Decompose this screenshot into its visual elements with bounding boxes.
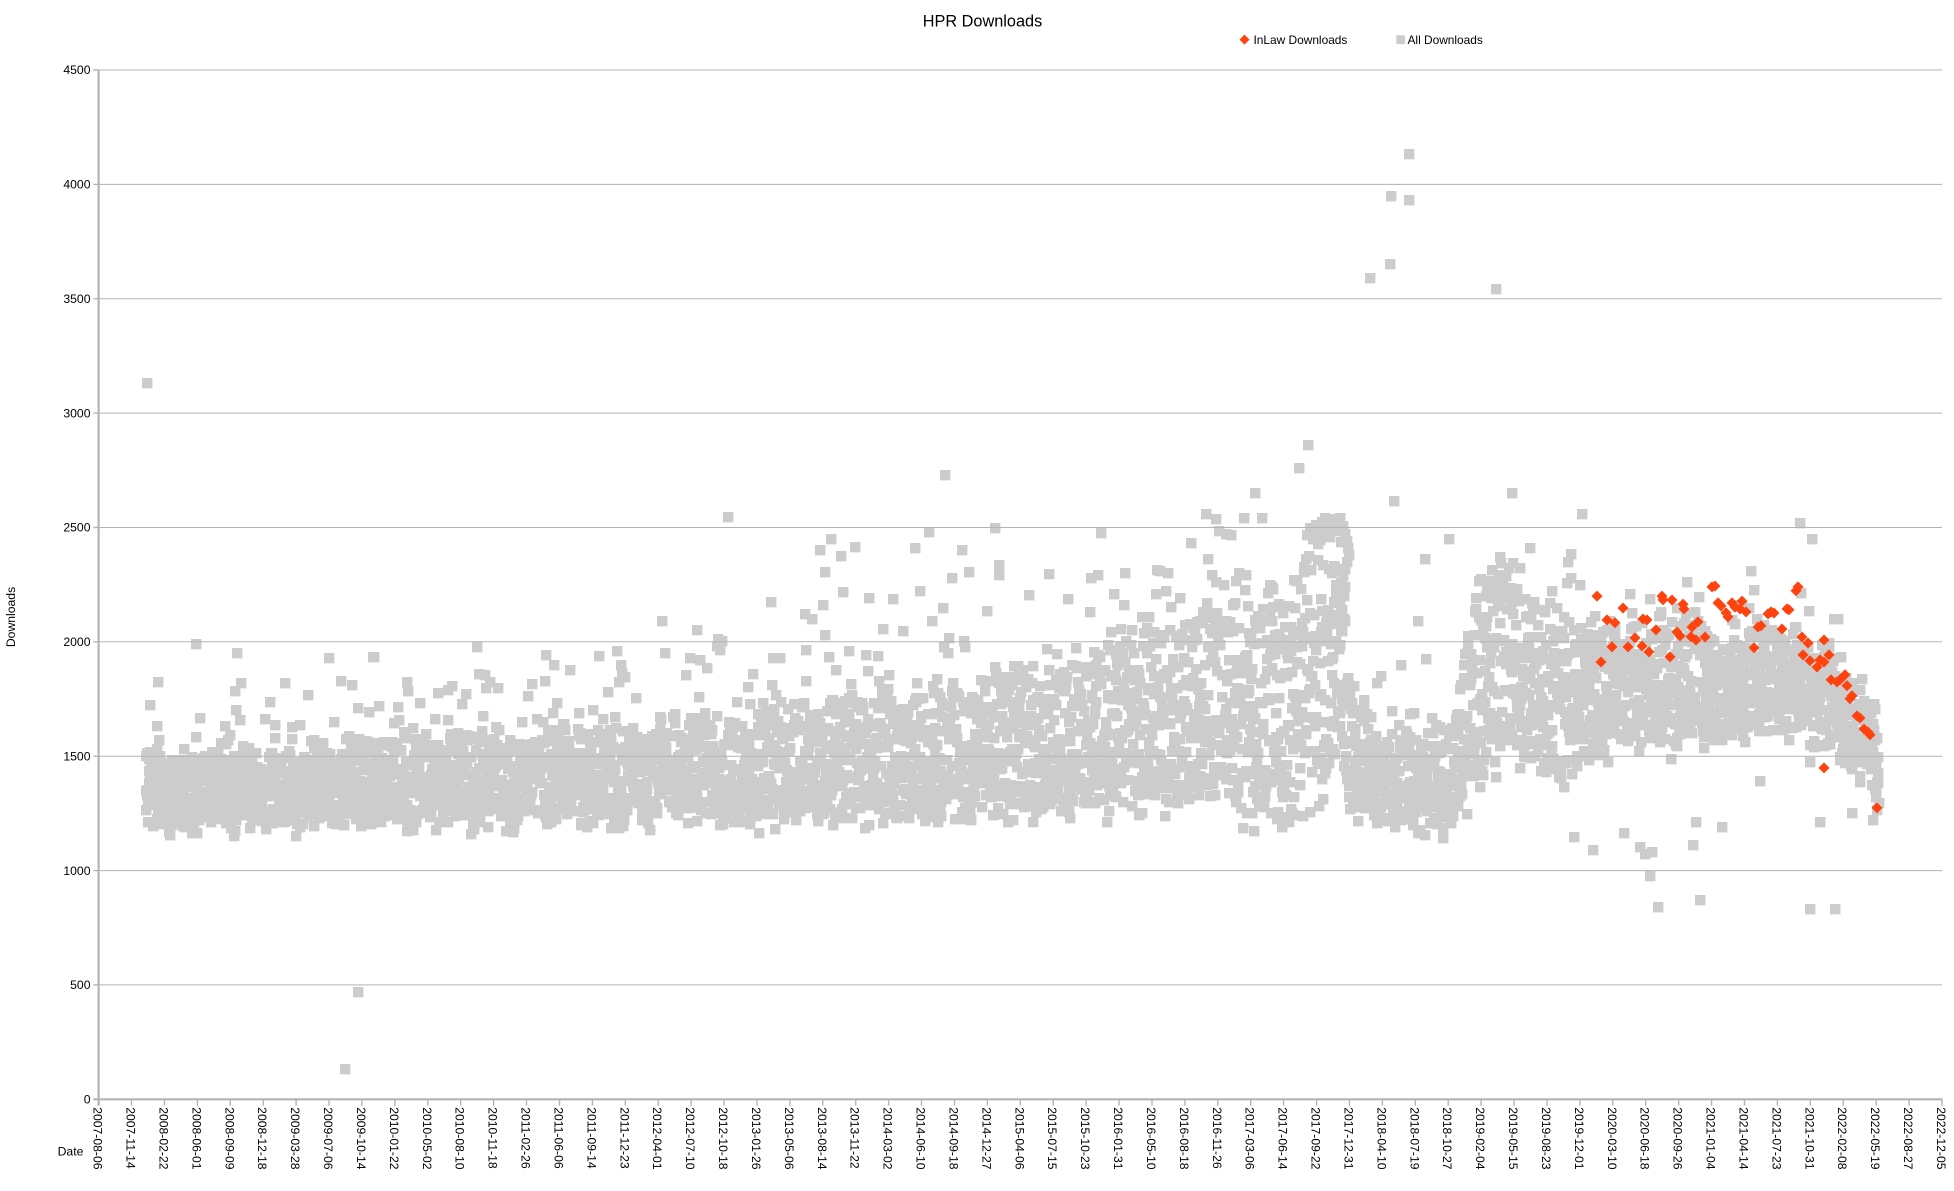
svg-text:2019-02-04: 2019-02-04 — [1473, 1107, 1487, 1170]
svg-text:2019-08-23: 2019-08-23 — [1539, 1107, 1553, 1170]
svg-text:2013-01-26: 2013-01-26 — [749, 1107, 763, 1170]
svg-text:2011-09-14: 2011-09-14 — [584, 1107, 598, 1169]
svg-text:2021-10-31: 2021-10-31 — [1802, 1107, 1816, 1170]
svg-text:2015-10-23: 2015-10-23 — [1078, 1107, 1092, 1170]
svg-text:2021-04-14: 2021-04-14 — [1737, 1107, 1751, 1170]
svg-text:2016-05-10: 2016-05-10 — [1144, 1107, 1158, 1170]
svg-text:2007-08-06: 2007-08-06 — [91, 1107, 105, 1170]
svg-text:HPR Downloads: HPR Downloads — [923, 13, 1042, 31]
svg-text:2021-07-23: 2021-07-23 — [1769, 1107, 1783, 1170]
svg-text:2008-09-09: 2008-09-09 — [222, 1107, 236, 1170]
svg-text:0: 0 — [84, 1093, 91, 1107]
svg-text:500: 500 — [70, 978, 91, 992]
svg-text:2016-08-18: 2016-08-18 — [1177, 1107, 1191, 1170]
svg-text:2022-05-19: 2022-05-19 — [1868, 1107, 1882, 1170]
svg-text:2009-03-28: 2009-03-28 — [288, 1107, 302, 1170]
svg-text:2014-03-02: 2014-03-02 — [881, 1107, 895, 1170]
svg-text:2011-02-26: 2011-02-26 — [519, 1107, 533, 1169]
svg-text:2022-12-05: 2022-12-05 — [1934, 1107, 1948, 1170]
svg-text:2009-07-06: 2009-07-06 — [321, 1107, 335, 1170]
svg-text:4000: 4000 — [63, 178, 90, 192]
svg-text:2012-10-18: 2012-10-18 — [716, 1107, 730, 1170]
svg-text:1500: 1500 — [63, 749, 90, 763]
svg-text:2008-02-22: 2008-02-22 — [156, 1107, 170, 1170]
svg-text:2010-11-18: 2010-11-18 — [486, 1107, 500, 1169]
svg-text:2008-06-01: 2008-06-01 — [189, 1107, 203, 1170]
svg-text:2500: 2500 — [63, 521, 90, 535]
svg-text:2017-03-06: 2017-03-06 — [1243, 1107, 1257, 1170]
svg-text:2022-02-08: 2022-02-08 — [1835, 1107, 1849, 1170]
svg-text:3000: 3000 — [63, 406, 90, 420]
svg-text:2013-05-06: 2013-05-06 — [782, 1107, 796, 1170]
svg-text:2017-12-31: 2017-12-31 — [1342, 1107, 1356, 1170]
svg-text:2017-06-14: 2017-06-14 — [1276, 1107, 1290, 1170]
svg-text:2012-07-10: 2012-07-10 — [683, 1107, 697, 1170]
svg-text:2010-08-10: 2010-08-10 — [453, 1107, 467, 1170]
svg-text:2008-12-18: 2008-12-18 — [255, 1107, 269, 1170]
svg-text:2011-12-23: 2011-12-23 — [617, 1107, 631, 1169]
svg-text:2020-06-18: 2020-06-18 — [1638, 1107, 1652, 1170]
svg-text:2018-07-19: 2018-07-19 — [1407, 1107, 1421, 1170]
svg-text:2014-09-18: 2014-09-18 — [947, 1107, 961, 1170]
svg-text:2014-06-10: 2014-06-10 — [914, 1107, 928, 1170]
svg-text:2020-03-10: 2020-03-10 — [1605, 1107, 1619, 1170]
svg-text:2018-04-10: 2018-04-10 — [1374, 1107, 1388, 1170]
svg-text:2016-11-26: 2016-11-26 — [1210, 1107, 1224, 1169]
svg-text:All Downloads: All Downloads — [1408, 33, 1483, 47]
svg-text:2015-04-06: 2015-04-06 — [1012, 1107, 1026, 1170]
svg-text:2010-01-22: 2010-01-22 — [387, 1107, 401, 1170]
svg-text:2000: 2000 — [63, 635, 90, 649]
svg-text:2019-05-15: 2019-05-15 — [1506, 1107, 1520, 1170]
svg-text:2021-01-04: 2021-01-04 — [1704, 1107, 1718, 1170]
svg-text:2007-11-14: 2007-11-14 — [124, 1107, 138, 1169]
svg-text:Date: Date — [58, 1145, 84, 1159]
svg-text:2022-08-27: 2022-08-27 — [1901, 1107, 1915, 1170]
svg-text:2017-09-22: 2017-09-22 — [1309, 1107, 1323, 1170]
svg-text:2014-12-27: 2014-12-27 — [979, 1107, 993, 1170]
svg-text:3500: 3500 — [63, 292, 90, 306]
svg-text:2011-06-06: 2011-06-06 — [552, 1107, 566, 1169]
svg-text:4500: 4500 — [63, 63, 90, 77]
svg-text:2013-11-22: 2013-11-22 — [848, 1107, 862, 1169]
svg-text:2015-07-15: 2015-07-15 — [1045, 1107, 1059, 1170]
svg-text:2019-12-01: 2019-12-01 — [1572, 1107, 1586, 1170]
svg-text:2018-10-27: 2018-10-27 — [1440, 1107, 1454, 1170]
svg-text:2016-01-31: 2016-01-31 — [1111, 1107, 1125, 1170]
svg-text:2013-08-14: 2013-08-14 — [815, 1107, 829, 1170]
svg-text:1000: 1000 — [63, 864, 90, 878]
svg-text:2012-04-01: 2012-04-01 — [650, 1107, 664, 1170]
svg-text:InLaw Downloads: InLaw Downloads — [1254, 33, 1348, 47]
svg-text:2010-05-02: 2010-05-02 — [420, 1107, 434, 1170]
svg-text:2009-10-14: 2009-10-14 — [354, 1107, 368, 1170]
svg-text:2020-09-26: 2020-09-26 — [1671, 1107, 1685, 1170]
svg-text:Downloads: Downloads — [4, 587, 18, 647]
